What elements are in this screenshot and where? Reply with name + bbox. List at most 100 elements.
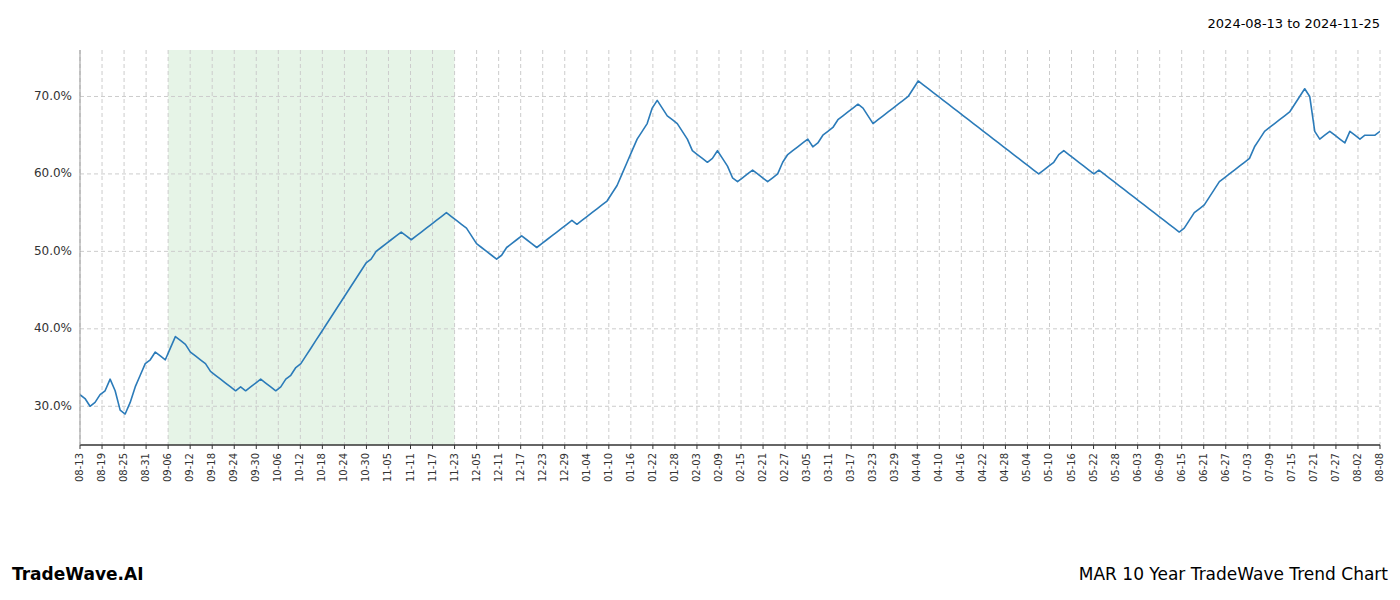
x-grid-line [300,50,301,445]
x-tick [630,445,631,449]
x-grid-line [1159,50,1160,445]
x-tick-label: 09-06 [162,453,173,482]
x-grid-line [674,50,675,445]
grid [80,50,1380,445]
x-tick-label: 01-04 [581,453,592,482]
x-tick-label: 01-28 [669,453,680,482]
x-tick-label: 09-24 [228,453,239,482]
x-grid-line [895,50,896,445]
x-tick-label: 10-12 [294,453,305,482]
x-grid-line [696,50,697,445]
x-tick [741,445,742,449]
y-tick-label: 50.0% [34,244,72,258]
x-tick-label: 11-23 [449,453,460,482]
series [80,81,1380,414]
x-tick [300,445,301,449]
x-grid-line [498,50,499,445]
line [80,81,1380,414]
x-tick [586,445,587,449]
x-tick [102,445,103,449]
x-tick-label: 07-09 [1264,453,1275,482]
x-tick [1005,445,1006,449]
x-grid-line [785,50,786,445]
x-tick [498,445,499,449]
x-tick-label: 02-09 [713,453,724,482]
x-grid-line [1071,50,1072,445]
x-tick [983,445,984,449]
x-grid-line [1335,50,1336,445]
x-tick [322,445,323,449]
x-grid-line [432,50,433,445]
x-grid-line [124,50,125,445]
y-tick-label: 30.0% [34,399,72,413]
x-grid-line [1313,50,1314,445]
x-grid-line [146,50,147,445]
x-tick-label: 05-28 [1110,453,1121,482]
x-grid-line [961,50,962,445]
x-tick-label: 08-19 [96,453,107,482]
x-tick [763,445,764,449]
x-tick [1181,445,1182,449]
x-tick [939,445,940,449]
x-grid-line [1049,50,1050,445]
x-tick [674,445,675,449]
x-tick-label: 01-16 [625,453,636,482]
background [0,0,1400,600]
x-tick [1159,445,1160,449]
x-grid-line [608,50,609,445]
x-grid-line [212,50,213,445]
x-tick [146,445,147,449]
x-grid-line [1181,50,1182,445]
x-grid-line [278,50,279,445]
y-grid-line [80,406,1380,407]
y-grid-line [80,96,1380,97]
x-tick-label: 10-06 [272,453,283,482]
x-tick-label: 12-23 [537,453,548,482]
x-tick-label: 12-05 [471,453,482,482]
x-tick [1247,445,1248,449]
x-tick [1313,445,1314,449]
x-tick [696,445,697,449]
x-grid-line [630,50,631,445]
x-tick-label: 04-16 [955,453,966,482]
x-grid-line [586,50,587,445]
x-grid-line [1269,50,1270,445]
x-grid-line [102,50,103,445]
x-axis-line [80,444,1380,446]
x-grid-line [520,50,521,445]
x-grid-line [1203,50,1204,445]
x-tick [895,445,896,449]
x-tick [1269,445,1270,449]
x-grid-line [190,50,191,445]
y-tick-label: 70.0% [34,89,72,103]
x-tick-label: 04-04 [911,453,922,482]
x-tick-label: 05-16 [1066,453,1077,482]
x-tick-label: 07-27 [1330,453,1341,482]
x-grid-line [1093,50,1094,445]
x-grid-line [763,50,764,445]
x-tick [718,445,719,449]
x-grid-line [1380,50,1381,445]
x-tick-label: 08-31 [140,453,151,482]
x-tick [234,445,235,449]
x-tick [1027,445,1028,449]
x-tick-label: 04-22 [977,453,988,482]
y-axis-line [80,50,81,445]
x-tick [1115,445,1116,449]
x-tick [278,445,279,449]
x-tick-label: 02-27 [779,453,790,482]
x-tick [454,445,455,449]
x-tick [1291,445,1292,449]
x-tick-label: 12-11 [493,453,504,482]
plot-area [168,50,454,445]
x-grid-line [1027,50,1028,445]
x-tick [80,445,81,449]
x-tick-label: 11-05 [382,453,393,482]
x-grid-line [718,50,719,445]
x-grid-line [410,50,411,445]
x-tick-label: 10-30 [360,453,371,482]
x-grid-line [256,50,257,445]
x-tick-label: 03-17 [845,453,856,482]
x-tick-label: 10-24 [338,453,349,482]
x-grid-line [454,50,455,445]
